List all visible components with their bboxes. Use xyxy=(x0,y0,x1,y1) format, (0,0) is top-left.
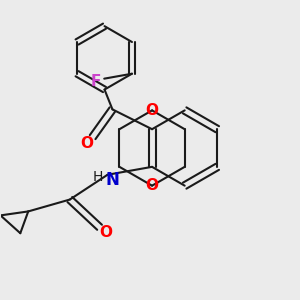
Text: O: O xyxy=(146,178,159,193)
Text: H: H xyxy=(92,170,103,184)
Text: O: O xyxy=(80,136,93,151)
Text: O: O xyxy=(146,103,159,118)
Text: O: O xyxy=(99,225,112,240)
Text: N: N xyxy=(106,171,119,189)
Text: F: F xyxy=(91,74,101,89)
